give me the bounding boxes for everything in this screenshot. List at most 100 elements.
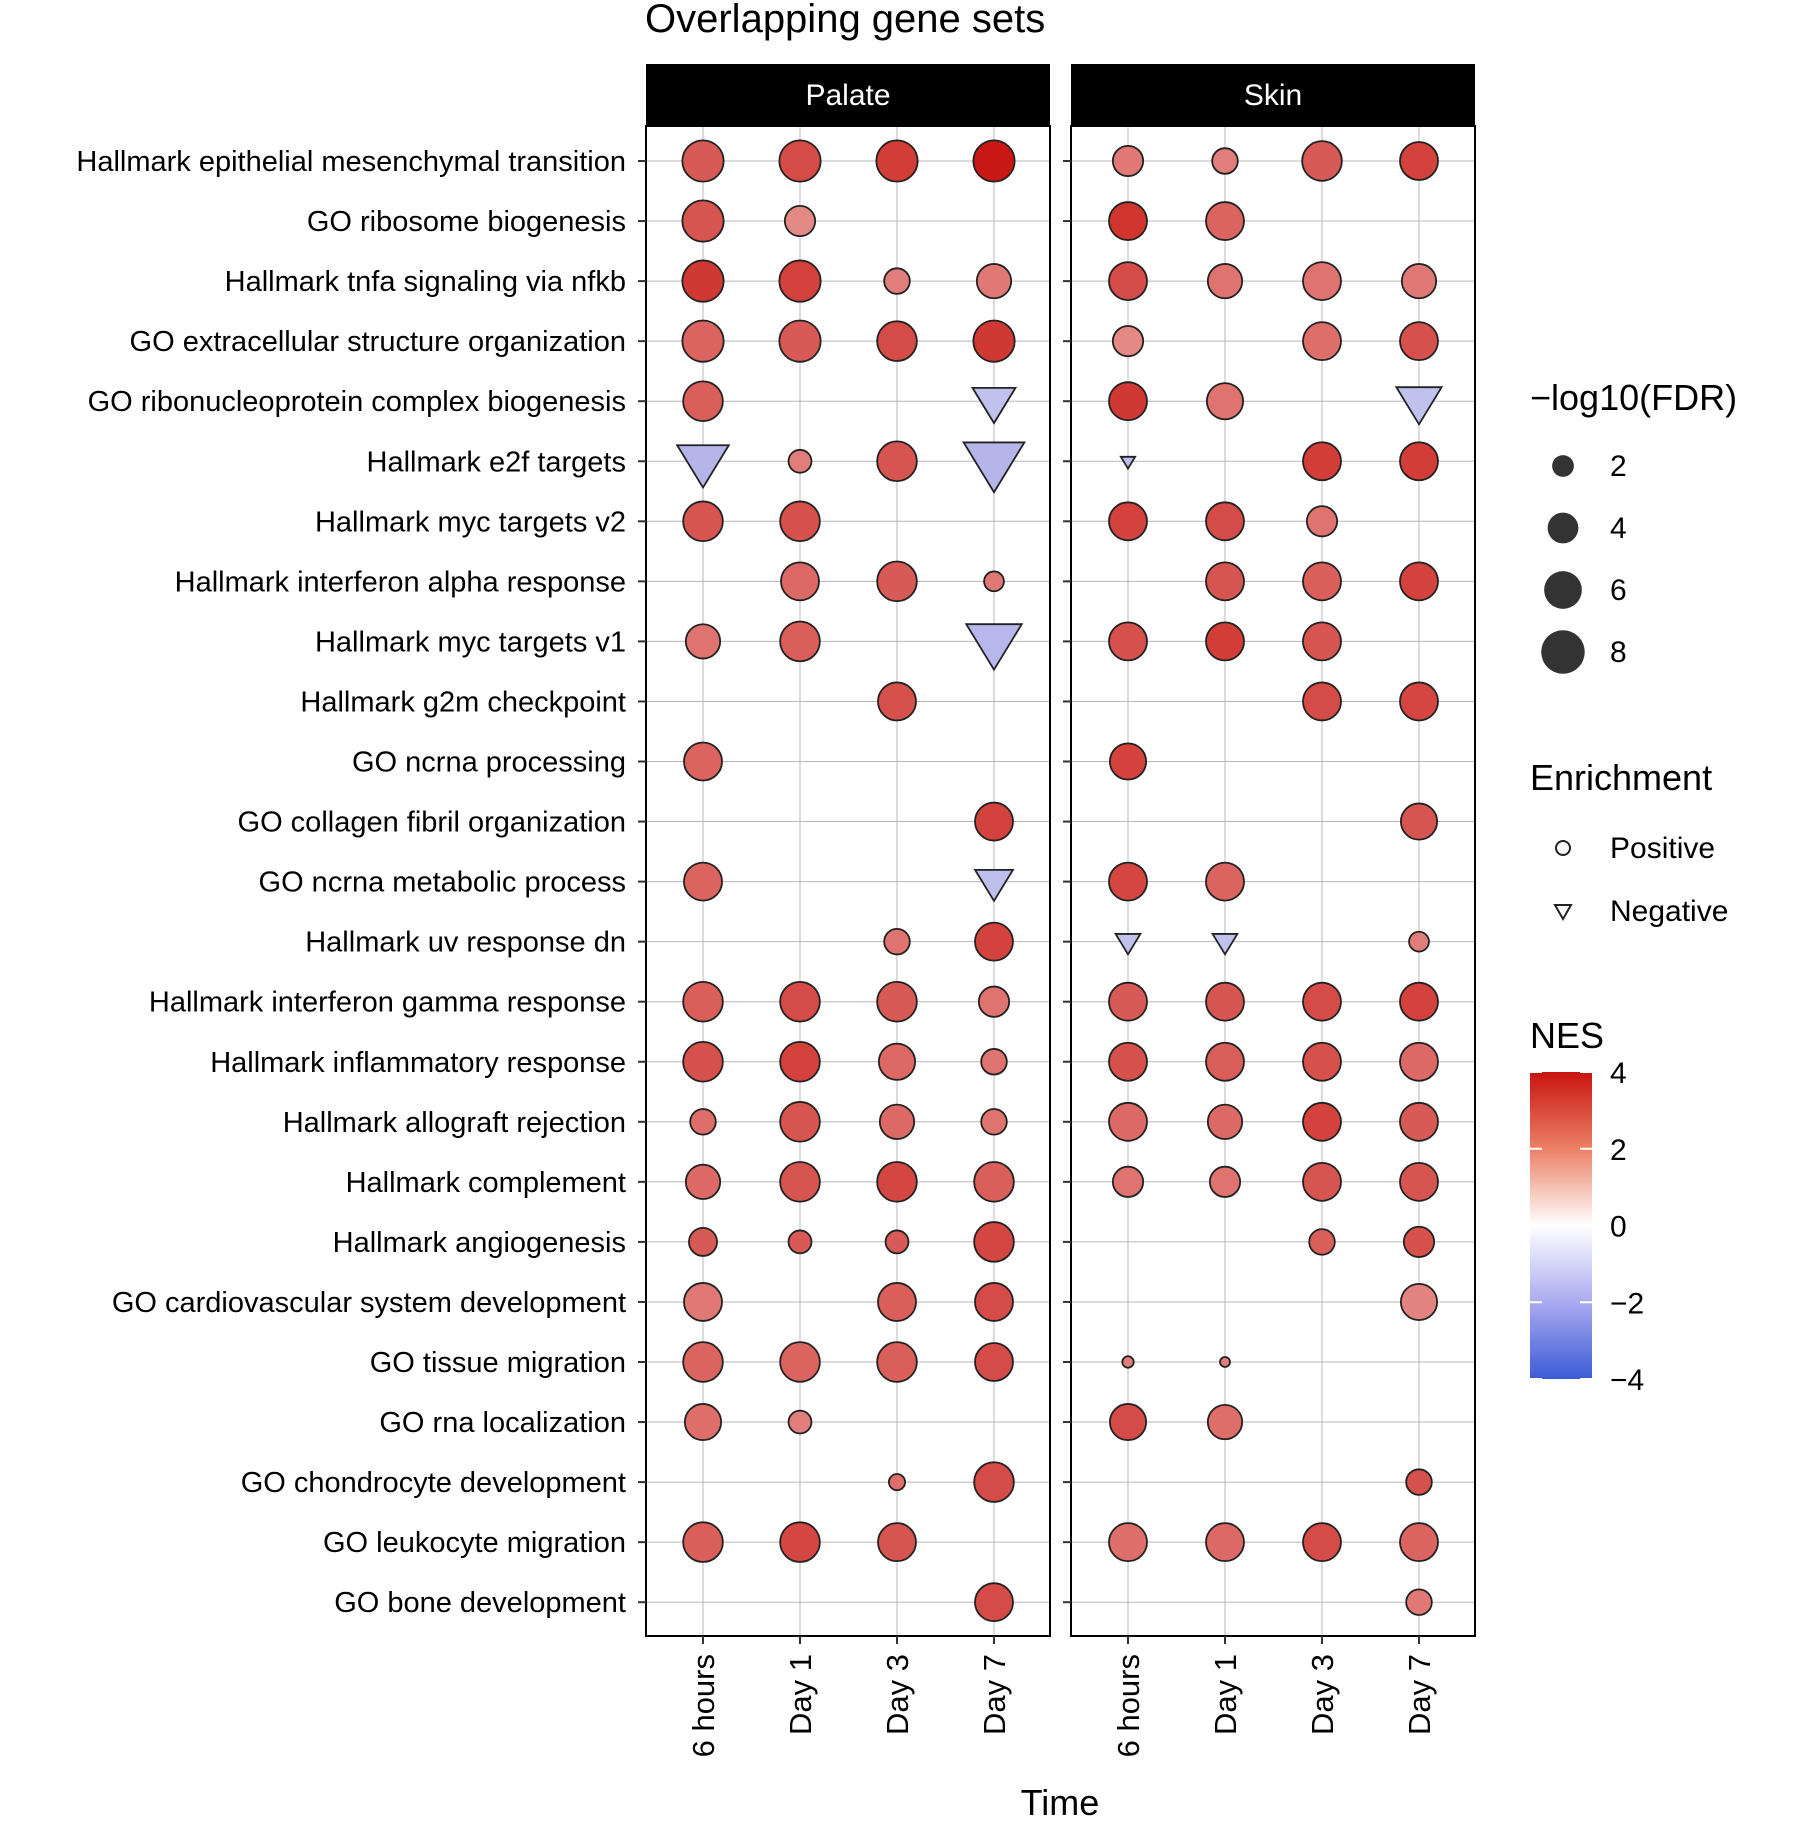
x-label-palate-day-7: Day 7 <box>977 1654 1012 1735</box>
point-palate-day-3-hallmark-g2m-checkpoint <box>877 681 917 722</box>
point-skin-day-3-hallmark-complement <box>1302 1161 1342 1202</box>
y-label-hallmark-interferon-gamma-response: Hallmark interferon gamma response <box>149 987 626 1019</box>
point-palate-day-7-go-bone-development <box>974 1582 1014 1623</box>
point-skin-day-7-hallmark-interferon-alpha-response <box>1399 561 1439 602</box>
shape-legend-title: Enrichment <box>1530 757 1712 798</box>
point-palate-day-3-hallmark-e2f-targets <box>876 440 918 482</box>
point-palate-day-7-go-tissue-migration <box>974 1342 1014 1382</box>
shape-legend-key-triangle <box>1553 904 1573 922</box>
point-skin-day-7-hallmark-allograft-rejection <box>1399 1101 1439 1142</box>
point-skin-6-hours-go-ribosome-biogenesis <box>1108 201 1148 241</box>
point-palate-day-1-hallmark-myc-targets-v1 <box>779 620 821 663</box>
point-skin-day-7-hallmark-tnfa-signaling-via-nfkb <box>1400 263 1438 300</box>
point-skin-day-7-go-leukocyte-migration <box>1399 1522 1439 1563</box>
point-palate-day-3-hallmark-interferon-gamma-response <box>876 980 918 1023</box>
point-skin-day-3-go-extracellular-structure-organization <box>1302 321 1342 362</box>
size-legend-key <box>1552 455 1574 477</box>
y-label-go-ncrna-metabolic-process: GO ncrna metabolic process <box>259 867 626 899</box>
point-palate-day-7-hallmark-tnfa-signaling-via-nfkb <box>975 263 1013 300</box>
point-palate-day-7-go-ncrna-metabolic-process <box>973 868 1015 903</box>
point-palate-day-7-go-ribonucleoprotein-complex-biogenesis <box>970 386 1018 425</box>
y-label-hallmark-epithelial-mesenchymal-transition: Hallmark epithelial mesenchymal transiti… <box>76 146 626 178</box>
y-label-go-ribosome-biogenesis: GO ribosome biogenesis <box>307 206 626 238</box>
point-skin-day-7-hallmark-interferon-gamma-response <box>1399 981 1439 1022</box>
point-skin-day-1-go-tissue-migration <box>1219 1356 1231 1368</box>
x-label-palate-day-3: Day 3 <box>880 1654 915 1735</box>
point-skin-6-hours-hallmark-inflammatory-response <box>1108 1041 1148 1082</box>
point-skin-day-3-hallmark-e2f-targets <box>1302 441 1342 482</box>
point-skin-day-1-hallmark-interferon-gamma-response <box>1205 981 1245 1022</box>
point-palate-6-hours-hallmark-interferon-gamma-response <box>682 980 724 1023</box>
y-label-go-ncrna-processing: GO ncrna processing <box>352 747 626 779</box>
point-skin-6-hours-go-rna-localization <box>1108 1403 1148 1442</box>
point-palate-day-1-hallmark-myc-targets-v2 <box>779 500 821 543</box>
point-palate-day-7-hallmark-allograft-rejection <box>980 1108 1008 1136</box>
point-skin-day-3-hallmark-g2m-checkpoint <box>1302 681 1342 722</box>
facet-panels: Palate Skin <box>638 64 1476 1644</box>
point-palate-day-3-go-cardiovascular-system-development <box>877 1282 917 1322</box>
point-palate-day-7-hallmark-e2f-targets <box>962 441 1026 494</box>
point-palate-day-7-hallmark-angiogenesis <box>973 1221 1015 1263</box>
point-skin-day-7-hallmark-g2m-checkpoint <box>1399 681 1439 722</box>
y-label-hallmark-tnfa-signaling-via-nfkb: Hallmark tnfa signaling via nfkb <box>225 266 626 298</box>
point-skin-day-1-go-ribosome-biogenesis <box>1205 201 1245 241</box>
point-palate-day-3-hallmark-allograft-rejection <box>878 1103 916 1140</box>
point-palate-day-1-go-ribosome-biogenesis <box>783 204 817 238</box>
point-skin-6-hours-go-ncrna-processing <box>1108 742 1148 781</box>
point-palate-day-1-go-leukocyte-migration <box>779 1521 821 1563</box>
point-skin-day-1-hallmark-complement <box>1208 1165 1242 1198</box>
point-skin-day-1-go-ncrna-metabolic-process <box>1205 861 1245 902</box>
point-palate-day-3-hallmark-inflammatory-response <box>877 1042 917 1081</box>
point-skin-day-1-hallmark-inflammatory-response <box>1205 1041 1245 1082</box>
x-label-palate-day-1: Day 1 <box>783 1654 818 1735</box>
point-palate-day-1-hallmark-epithelial-mesenchymal-transition <box>778 139 822 183</box>
point-skin-day-3-hallmark-allograft-rejection <box>1302 1101 1342 1142</box>
point-skin-6-hours-go-leukocyte-migration <box>1108 1522 1148 1563</box>
y-label-go-cardiovascular-system-development: GO cardiovascular system development <box>112 1287 626 1319</box>
point-palate-6-hours-go-rna-localization <box>683 1403 723 1442</box>
point-skin-6-hours-hallmark-myc-targets-v1 <box>1108 621 1148 662</box>
point-skin-day-7-hallmark-angiogenesis <box>1402 1225 1436 1258</box>
point-skin-day-1-go-ribonucleoprotein-complex-biogenesis <box>1205 382 1245 421</box>
point-skin-6-hours-hallmark-epithelial-mesenchymal-transition <box>1111 144 1145 178</box>
point-palate-day-7-go-collagen-fibril-organization <box>974 801 1014 842</box>
color-legend-label: 4 <box>1610 1057 1627 1090</box>
point-palate-6-hours-hallmark-angiogenesis <box>688 1226 718 1257</box>
point-skin-day-1-hallmark-uv-response-dn <box>1210 933 1240 957</box>
point-palate-day-3-go-tissue-migration <box>876 1341 918 1383</box>
point-skin-day-7-hallmark-uv-response-dn <box>1408 930 1430 953</box>
point-palate-6-hours-hallmark-complement <box>684 1163 722 1200</box>
point-skin-6-hours-hallmark-tnfa-signaling-via-nfkb <box>1108 261 1148 301</box>
point-skin-day-7-hallmark-e2f-targets <box>1399 441 1439 482</box>
y-label-hallmark-interferon-alpha-response: Hallmark interferon alpha response <box>175 566 626 598</box>
point-skin-6-hours-hallmark-e2f-targets <box>1119 455 1137 471</box>
point-palate-day-7-hallmark-myc-targets-v1 <box>964 623 1024 672</box>
size-legend-key <box>1541 630 1585 674</box>
point-palate-day-7-go-extracellular-structure-organization <box>972 319 1016 363</box>
point-skin-day-1-hallmark-myc-targets-v2 <box>1205 501 1245 542</box>
size-legend-label: 2 <box>1610 450 1627 483</box>
point-palate-day-1-hallmark-interferon-alpha-response <box>780 561 820 602</box>
point-palate-day-3-go-chondrocyte-development <box>888 1473 907 1492</box>
point-palate-day-1-hallmark-tnfa-signaling-via-nfkb <box>778 259 822 303</box>
size-legend-title: −log10(FDR) <box>1530 377 1737 418</box>
point-palate-day-3-hallmark-tnfa-signaling-via-nfkb <box>883 267 911 295</box>
y-label-go-chondrocyte-development: GO chondrocyte development <box>241 1467 626 1499</box>
y-label-hallmark-inflammatory-response: Hallmark inflammatory response <box>210 1047 626 1079</box>
point-palate-6-hours-go-ncrna-metabolic-process <box>683 861 723 902</box>
x-label-skin-day-1: Day 1 <box>1208 1654 1243 1735</box>
point-skin-day-3-hallmark-interferon-gamma-response <box>1302 981 1342 1022</box>
point-skin-6-hours-hallmark-interferon-gamma-response <box>1108 981 1148 1022</box>
y-label-hallmark-myc-targets-v2: Hallmark myc targets v2 <box>315 506 626 538</box>
y-label-hallmark-e2f-targets: Hallmark e2f targets <box>367 446 627 478</box>
point-skin-day-7-go-cardiovascular-system-development <box>1399 1282 1439 1321</box>
point-palate-day-1-hallmark-e2f-targets <box>787 448 813 474</box>
y-label-go-bone-development: GO bone development <box>334 1587 626 1619</box>
y-label-go-rna-localization: GO rna localization <box>379 1407 626 1439</box>
point-palate-day-1-hallmark-angiogenesis <box>787 1229 813 1255</box>
point-skin-6-hours-hallmark-uv-response-dn <box>1113 933 1143 957</box>
point-skin-day-7-go-ribonucleoprotein-complex-biogenesis <box>1394 386 1444 427</box>
color-legend-label: 0 <box>1610 1211 1627 1244</box>
point-palate-day-7-hallmark-interferon-alpha-response <box>983 570 1005 593</box>
point-palate-day-3-go-extracellular-structure-organization <box>876 320 918 362</box>
